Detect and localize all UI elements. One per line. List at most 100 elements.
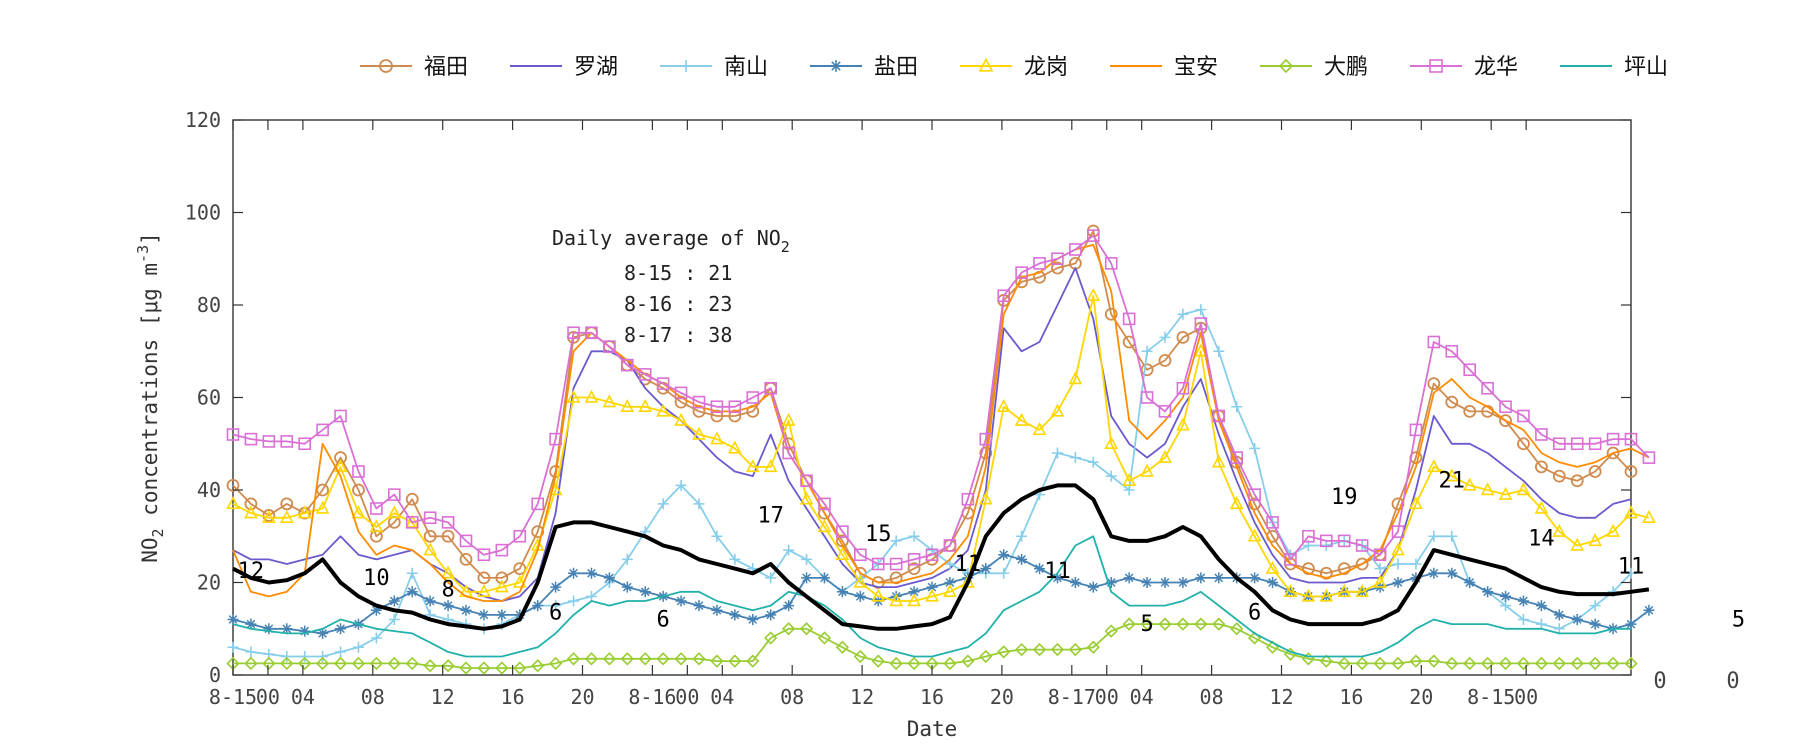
data-point xyxy=(531,659,545,673)
x-tick-label: 8-15 xyxy=(1467,685,1515,709)
data-point xyxy=(387,505,402,519)
annotation-line: 8-17 : 38 xyxy=(624,323,732,347)
series-7 xyxy=(226,229,1656,571)
data-point xyxy=(244,656,258,671)
data-point xyxy=(1069,452,1081,464)
data-point xyxy=(783,600,795,612)
x-tick-label: 8-17 xyxy=(1048,685,1096,709)
data-label: 15 xyxy=(865,522,892,547)
data-point xyxy=(907,553,921,566)
data-point xyxy=(621,358,634,372)
data-point xyxy=(387,656,401,671)
legend-marker xyxy=(1278,58,1294,74)
data-point xyxy=(459,661,473,675)
data-point xyxy=(495,661,509,675)
data-point xyxy=(801,553,813,565)
data-point xyxy=(747,614,759,625)
data-point xyxy=(835,640,850,654)
data-point xyxy=(1249,572,1261,584)
y-tick-label: 80 xyxy=(197,293,221,317)
data-point xyxy=(1570,437,1584,451)
data-point xyxy=(335,623,347,635)
data-point xyxy=(996,398,1011,412)
data-point xyxy=(1552,469,1566,483)
series-line-9 xyxy=(232,483,1650,631)
data-point xyxy=(1624,505,1638,519)
data-point xyxy=(1284,553,1297,566)
data-point xyxy=(1141,577,1153,588)
data-point xyxy=(459,534,473,548)
data-point xyxy=(548,656,563,671)
data-point xyxy=(1195,304,1207,316)
data-point xyxy=(1373,656,1387,671)
data-point xyxy=(1517,409,1530,423)
legend-marker xyxy=(379,59,393,73)
data-point xyxy=(1516,656,1531,671)
data-point xyxy=(620,398,635,412)
data-point xyxy=(514,609,526,621)
series-line-6 xyxy=(233,623,1631,669)
data-point xyxy=(871,557,885,571)
data-point xyxy=(1480,656,1495,671)
data-point xyxy=(424,595,436,607)
y-tick-label: 120 xyxy=(185,108,221,132)
data-point xyxy=(333,656,348,671)
series-line-7 xyxy=(232,234,1650,565)
series-5 xyxy=(232,243,1650,602)
data-point xyxy=(1087,456,1099,468)
data-point xyxy=(566,389,581,403)
data-point xyxy=(1104,307,1118,321)
data-point xyxy=(908,586,920,598)
data-point xyxy=(1517,595,1529,607)
data-point xyxy=(763,459,778,473)
legend-label: 龙岗 xyxy=(1024,55,1068,80)
data-point xyxy=(585,326,598,340)
data-point xyxy=(1355,539,1369,552)
data-point xyxy=(1552,656,1566,671)
data-point xyxy=(1427,654,1441,668)
data-point xyxy=(764,631,778,645)
data-point xyxy=(315,500,330,514)
data-point xyxy=(1499,414,1512,428)
data-point xyxy=(370,502,383,515)
data-point xyxy=(944,577,956,588)
data-point xyxy=(1087,229,1100,242)
data-point xyxy=(315,656,330,671)
data-point xyxy=(1552,523,1567,537)
data-point xyxy=(638,368,652,381)
data-point xyxy=(227,614,239,625)
data-point xyxy=(279,509,294,523)
data-point xyxy=(1140,463,1154,477)
data-point xyxy=(817,519,832,533)
data-point xyxy=(1104,624,1118,638)
data-point xyxy=(979,446,993,460)
data-point xyxy=(441,529,455,543)
data-point xyxy=(351,505,366,519)
x-tick-label: 00 xyxy=(1514,685,1538,709)
data-point xyxy=(227,641,239,653)
data-point xyxy=(352,465,365,478)
data-point xyxy=(1086,640,1100,654)
data-point xyxy=(710,654,724,668)
data-point xyxy=(495,579,509,593)
series-line-5 xyxy=(232,243,1650,602)
data-point xyxy=(1355,656,1369,671)
legend-label: 罗湖 xyxy=(574,55,618,80)
data-point xyxy=(1231,401,1243,413)
data-point xyxy=(1427,335,1441,349)
extra-label: 0 xyxy=(1726,669,1739,694)
data-point xyxy=(926,581,938,593)
data-point xyxy=(1319,654,1333,668)
data-point xyxy=(1589,618,1601,630)
data-point xyxy=(478,609,490,621)
legend-item: 福田 xyxy=(360,55,468,80)
x-tick-label: 08 xyxy=(361,685,385,709)
data-point xyxy=(1176,417,1190,431)
data-point xyxy=(1104,257,1118,270)
data-point xyxy=(925,588,939,602)
data-point xyxy=(423,511,437,525)
data-point xyxy=(1392,577,1404,588)
legend-label: 宝安 xyxy=(1174,55,1218,80)
data-point xyxy=(459,552,473,566)
data-point xyxy=(1176,330,1190,344)
